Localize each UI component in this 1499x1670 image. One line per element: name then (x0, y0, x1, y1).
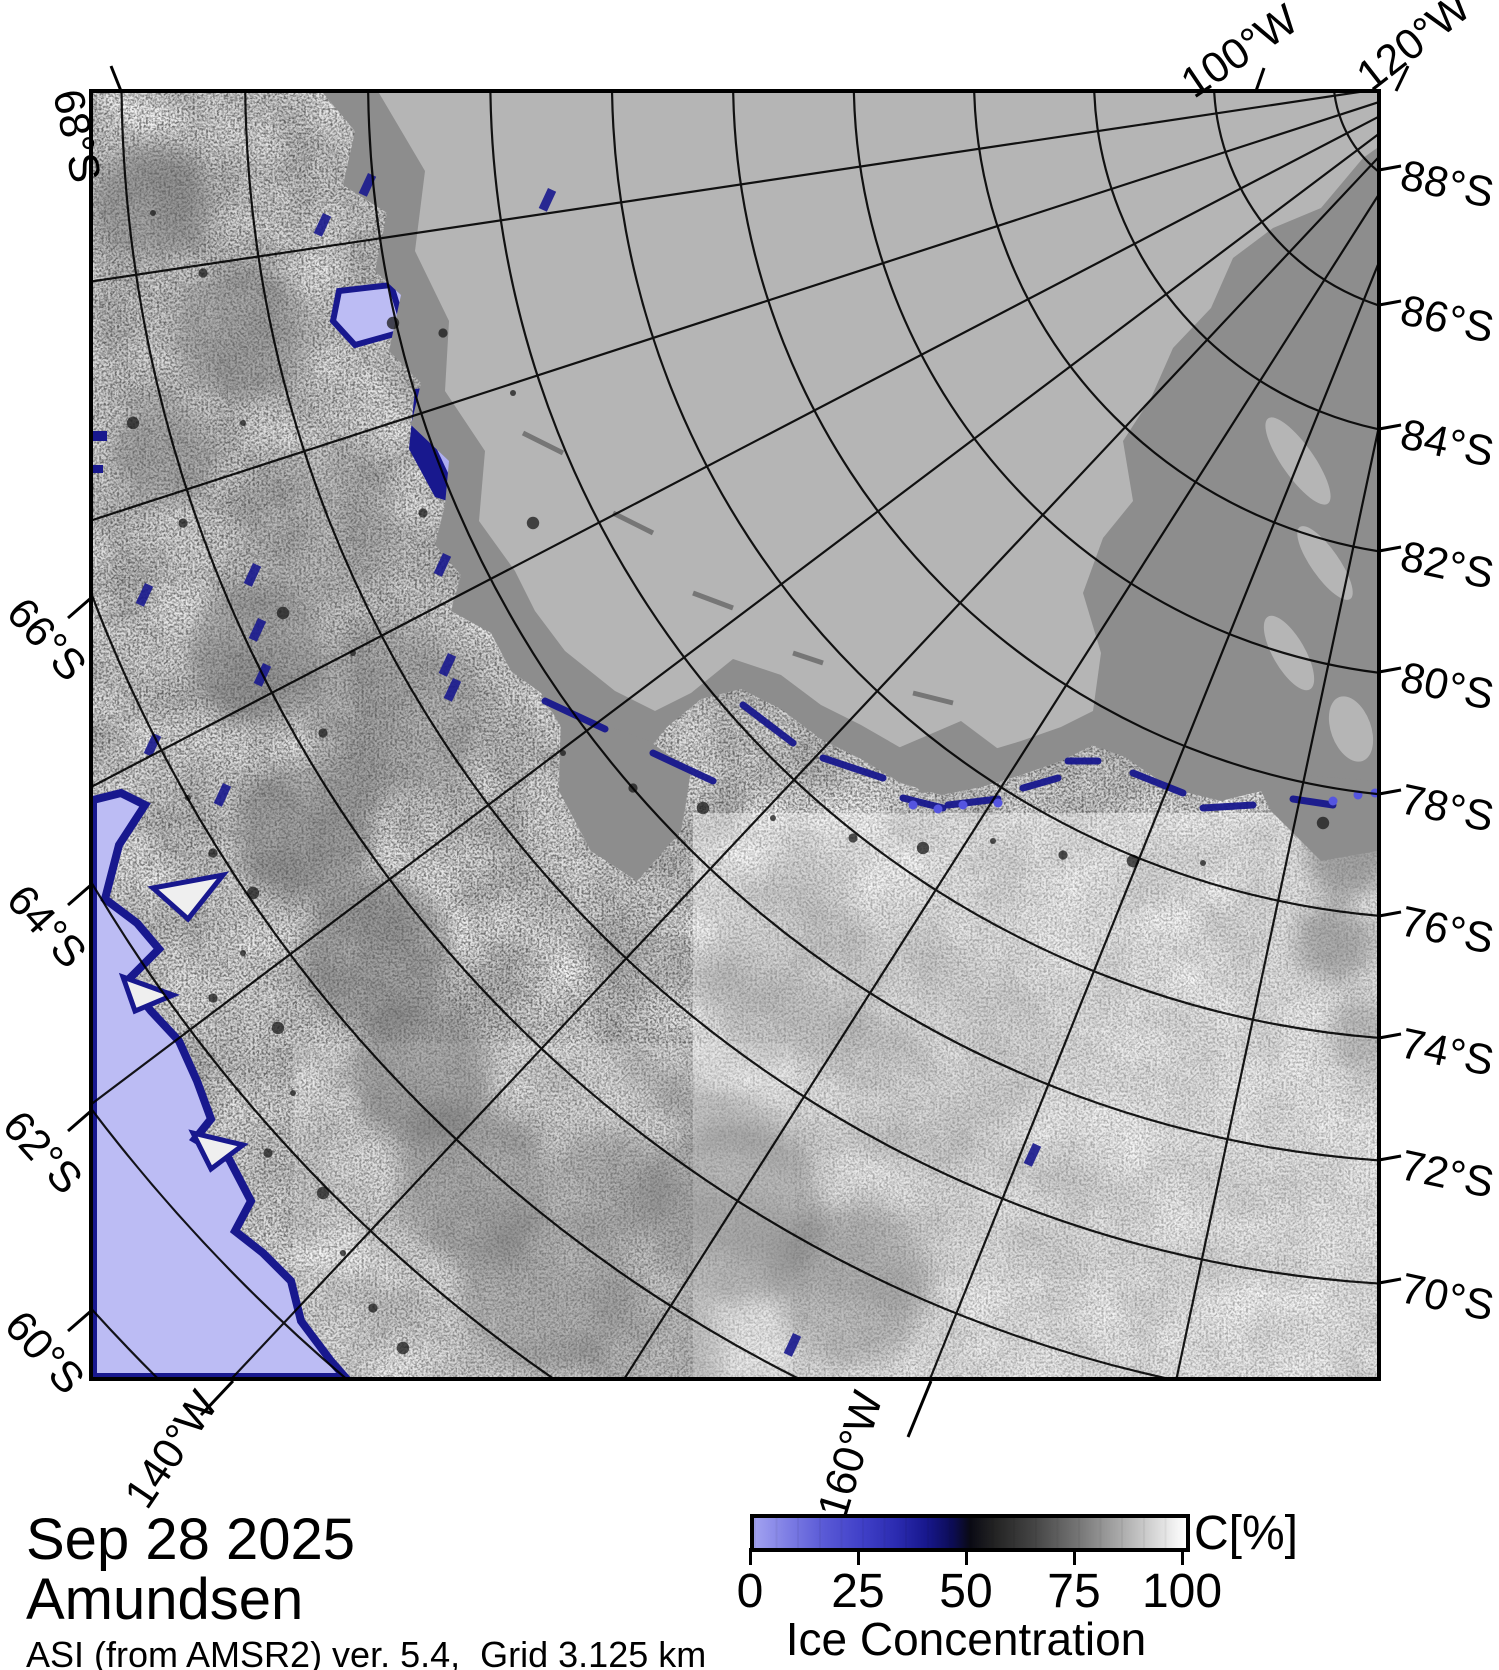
lat-label-right: 86°S (1396, 286, 1498, 353)
colorbar-tick (856, 1548, 860, 1565)
lat-label-right: 80°S (1396, 653, 1498, 720)
lat-label-right: 88°S (1396, 151, 1498, 218)
colorbar-tick (1072, 1548, 1076, 1565)
colorbar (750, 1514, 1190, 1552)
region-title: Amundsen (26, 1567, 304, 1632)
map-frame (89, 89, 1381, 1381)
lon-label: 120°W (1347, 0, 1480, 101)
colorbar-tick-label: 0 (736, 1565, 764, 1618)
ice-concentration-map (93, 93, 1377, 1377)
lat-label-right: 76°S (1396, 897, 1498, 964)
lat-label-left: 66°S (0, 588, 96, 691)
colorbar-tick (748, 1548, 752, 1565)
lat-label-right: 84°S (1396, 410, 1498, 477)
lat-label-right: 78°S (1396, 775, 1498, 842)
colorbar-tick-label: 25 (831, 1565, 885, 1618)
colorbar-tick-label: 100 (1141, 1565, 1223, 1618)
colorbar-gradient (754, 1518, 1186, 1548)
lat-label-right: 70°S (1396, 1264, 1498, 1331)
colorbar-tick-label: 50 (939, 1565, 993, 1618)
colorbar-tick (1180, 1548, 1184, 1565)
colorbar-axis-label: Ice Concentration (785, 1613, 1147, 1665)
lat-label-right: 82°S (1396, 532, 1498, 599)
colorbar-unit-label: C[%] (1194, 1507, 1299, 1560)
colorbar-banding (754, 1518, 1186, 1548)
colorbar-tick-label: 75 (1047, 1565, 1101, 1618)
date-title: Sep 28 2025 (26, 1507, 355, 1572)
lat-label-right: 72°S (1396, 1141, 1498, 1208)
lon-label: 140°W (115, 1382, 228, 1517)
lat-label-left: 62°S (0, 1101, 92, 1204)
lat-label-left: 64°S (0, 875, 96, 978)
lat-label-right: 74°S (1396, 1019, 1498, 1086)
colorbar-tick (964, 1548, 968, 1565)
source-subtitle: ASI (from AMSR2) ver. 5.4, Grid 3.125 km (26, 1634, 707, 1670)
lat-label-left: 60°S (0, 1301, 94, 1404)
lon-label: 160°W (808, 1385, 893, 1524)
